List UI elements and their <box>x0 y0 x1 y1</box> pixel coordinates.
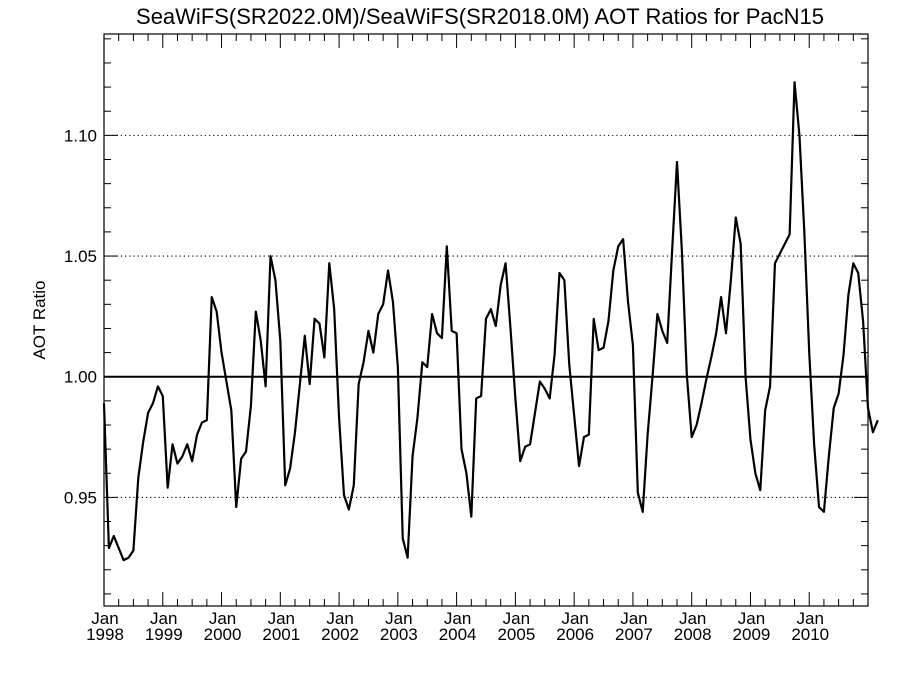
x-tick-month-label: Jan <box>385 609 412 628</box>
x-tick-year-label: 2008 <box>674 625 712 644</box>
series-group <box>102 81 879 562</box>
x-tick-month-label: Jan <box>326 609 353 628</box>
x-tick-year-label: 2006 <box>556 625 594 644</box>
x-tick-month-label: Jan <box>620 609 647 628</box>
x-tick-month-label: Jan <box>797 609 824 628</box>
x-tick-month-label: Jan <box>91 609 118 628</box>
plot-frame <box>103 33 869 607</box>
y-tick-labels: 0.95 1.00 1.05 1.10 <box>64 126 97 507</box>
x-tick-year-label: 2000 <box>204 625 242 644</box>
y-axis-label: AOT Ratio <box>30 280 49 359</box>
x-tick-year-label: 2007 <box>615 625 653 644</box>
x-tick-year-label: 2003 <box>380 625 418 644</box>
chart-title: SeaWiFS(SR2022.0M)/SeaWiFS(SR2018.0M) AO… <box>136 4 824 29</box>
x-tick-labels: Jan1998Jan1999Jan2000Jan2001Jan2002Jan20… <box>86 609 829 644</box>
x-tick-month-label: Jan <box>150 609 177 628</box>
x-tick-year-label: 1998 <box>86 625 124 644</box>
y-tick-label: 1.00 <box>64 368 97 387</box>
x-tick-year-label: 1999 <box>145 625 183 644</box>
x-tick-month-label: Jan <box>561 609 588 628</box>
y-tick-label: 1.10 <box>64 126 97 145</box>
y-tick-label: 0.95 <box>64 488 97 507</box>
x-tick-month-label: Jan <box>444 609 471 628</box>
x-tick-month-label: Jan <box>679 609 706 628</box>
x-tick-year-label: 2005 <box>497 625 535 644</box>
x-tick-year-label: 2001 <box>262 625 300 644</box>
x-tick-month-label: Jan <box>209 609 236 628</box>
x-tick-month-label: Jan <box>268 609 295 628</box>
x-tick-year-label: 2009 <box>733 625 771 644</box>
x-tick-year-label: 2004 <box>439 625 477 644</box>
x-tick-year-label: 2002 <box>321 625 359 644</box>
x-tick-month-label: Jan <box>738 609 765 628</box>
y-tick-label: 1.05 <box>64 247 97 266</box>
axis-ticks <box>103 34 869 606</box>
x-tick-month-label: Jan <box>503 609 530 628</box>
series-line <box>102 81 879 562</box>
x-tick-year-label: 2010 <box>791 625 829 644</box>
